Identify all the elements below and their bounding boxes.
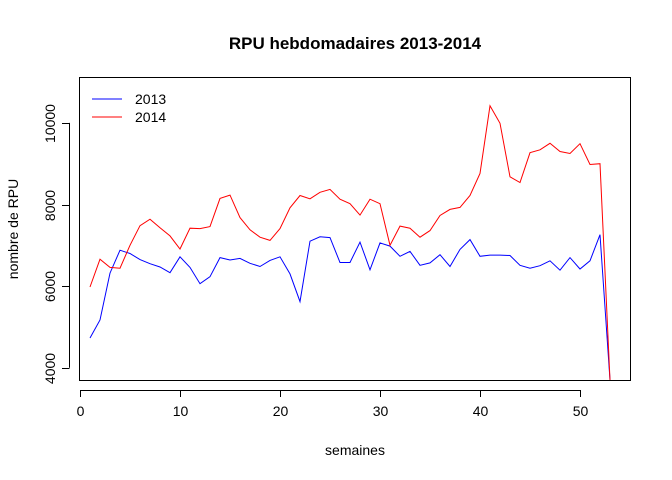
x-tick-label: 0	[77, 403, 85, 419]
legend-label-2014: 2014	[135, 109, 166, 125]
x-tick-label: 20	[273, 403, 289, 419]
series-layer	[89, 104, 611, 380]
x-axis-title: semaines	[325, 442, 385, 458]
x-axis: 0 10 20 30 40 50	[77, 390, 589, 419]
legend-label-2013: 2013	[135, 91, 166, 107]
y-tick-label: 10000	[42, 104, 58, 143]
x-tick-label: 10	[173, 403, 189, 419]
plot-frame	[79, 77, 631, 381]
y-tick-label: 8000	[42, 190, 58, 221]
x-tick-label: 30	[373, 403, 389, 419]
y-tick-label: 4000	[42, 353, 58, 384]
y-tick-label: 6000	[42, 271, 58, 302]
x-tick-label: 50	[573, 403, 589, 419]
x-tick-label: 40	[473, 403, 489, 419]
legend: 2013 2014	[92, 91, 166, 125]
series-line-2013	[89, 234, 611, 380]
series-line-2014	[89, 104, 611, 380]
y-axis: 4000 6000 8000 10000	[42, 104, 70, 384]
chart-title: RPU hebdomadaires 2013-2014	[229, 34, 482, 53]
y-axis-title: nombre de RPU	[5, 179, 21, 279]
